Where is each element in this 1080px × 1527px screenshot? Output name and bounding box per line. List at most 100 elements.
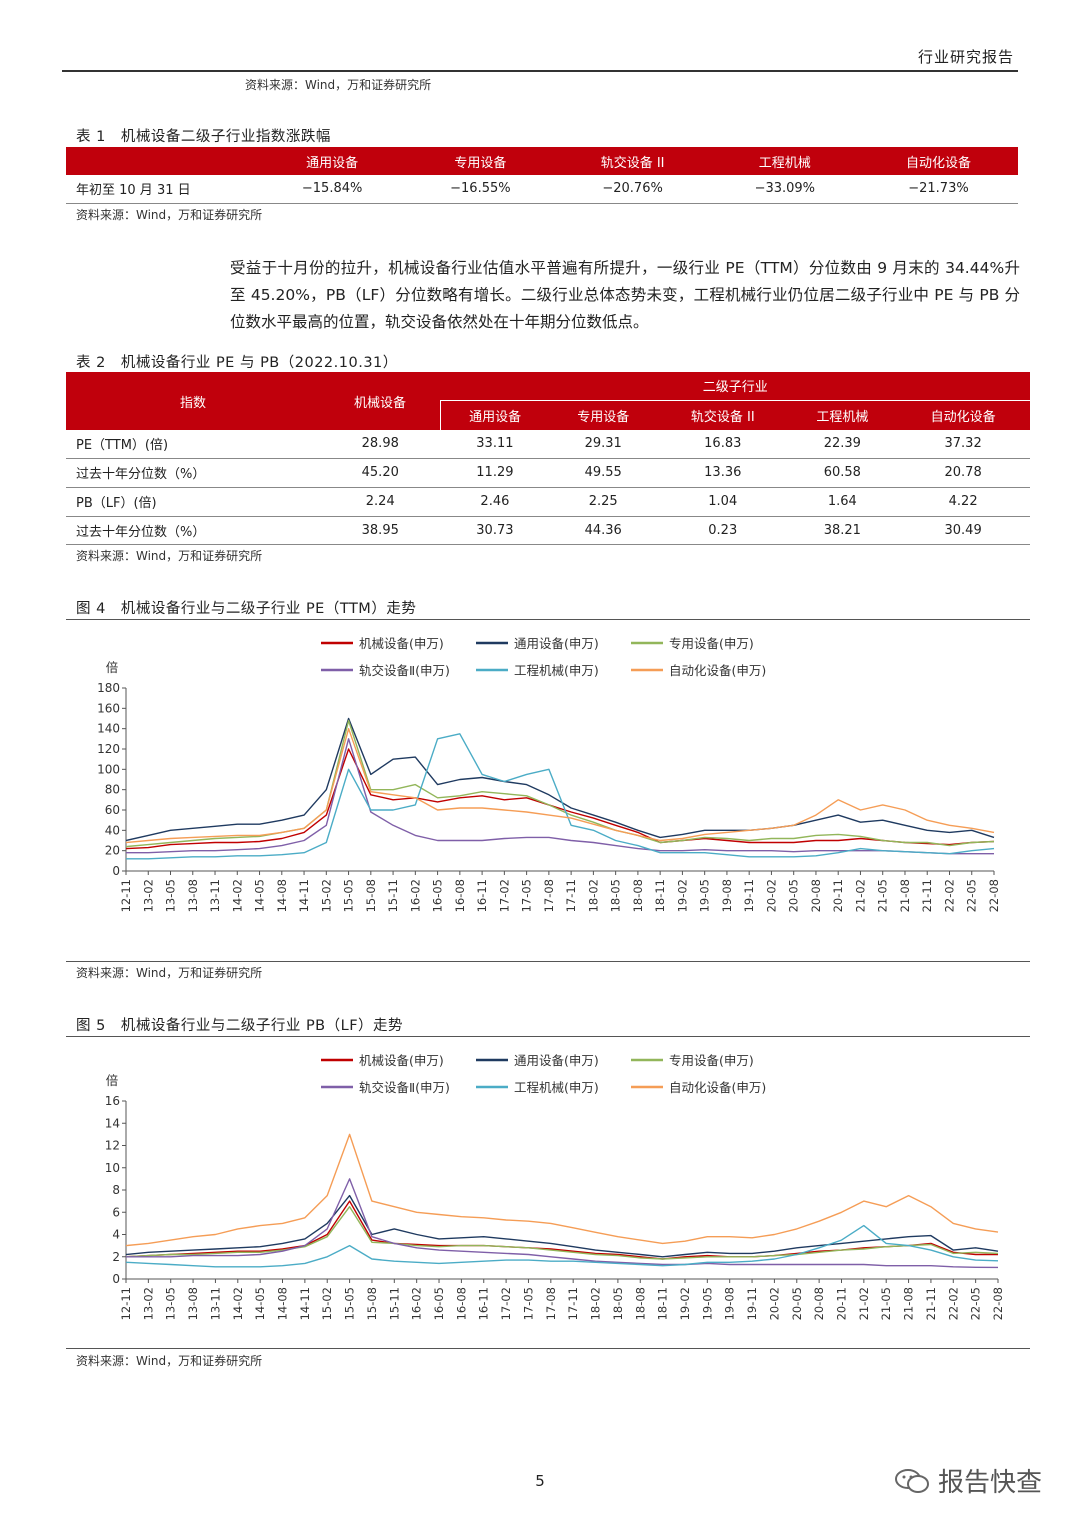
x-tick-label: 17-08: [542, 879, 556, 912]
table2-cell: 16.83: [657, 430, 789, 459]
x-tick-label: 14-11: [298, 1287, 312, 1320]
table2-cell: 13.36: [657, 458, 789, 488]
series-line: [125, 727, 995, 844]
x-tick-label: 16-02: [410, 1287, 424, 1320]
x-tick-label: 18-02: [586, 879, 600, 912]
table2-cell: 4.22: [896, 487, 1030, 517]
table2-row-label: 过去十年分位数（%）: [66, 516, 320, 545]
y-tick-label: 16: [105, 1094, 120, 1108]
x-tick-label: 22-05: [969, 1287, 983, 1320]
x-tick-label: 13-08: [186, 1287, 200, 1320]
y-tick-label: 180: [97, 681, 120, 695]
table2-cell: 45.20: [320, 458, 441, 488]
body-paragraph: 受益于十月份的拉升，机械设备行业估值水平普遍有所提升，一级行业 PE（TTM）分…: [230, 259, 1020, 331]
table-row: 年初至 10 月 31 日 −15.84% −16.55% −20.76% −3…: [66, 175, 1018, 204]
x-tick-label: 20-02: [764, 879, 778, 912]
table2-row-label: PB（LF）(倍): [66, 487, 320, 517]
table2-cell: 1.64: [788, 487, 897, 517]
table2-subheader-cell: 自动化设备: [896, 400, 1030, 430]
table2-cell: 22.39: [788, 430, 897, 459]
legend-label: 机械设备(申万): [359, 1053, 444, 1068]
x-tick-label: 13-02: [141, 1287, 155, 1320]
table2-cell: 30.73: [440, 516, 550, 545]
series-line: [125, 1194, 999, 1258]
legend-label: 自动化设备(申万): [669, 1080, 766, 1095]
x-tick-label: 17-02: [499, 1287, 513, 1320]
x-tick-label: 19-08: [720, 879, 734, 912]
series-line: [125, 1200, 998, 1260]
legend-label: 专用设备(申万): [669, 1053, 754, 1068]
x-tick-label: 21-08: [902, 1287, 916, 1320]
table2-cell: 2.24: [320, 487, 441, 517]
y-tick-label: 6: [112, 1205, 120, 1219]
table1-caption: 表 1 机械设备二级子行业指数涨跌幅: [76, 129, 331, 145]
series-line: [125, 748, 995, 850]
x-tick-label: 20-08: [809, 879, 823, 912]
x-tick-label: 15-02: [319, 879, 333, 912]
table2-subheader-cell: 专用设备: [549, 400, 658, 430]
x-tick-label: 17-02: [497, 879, 511, 912]
x-tick-label: 16-08: [453, 879, 467, 912]
x-tick-label: 16-02: [408, 879, 422, 912]
x-tick-label: 20-11: [834, 1287, 848, 1320]
x-tick-label: 18-02: [589, 1287, 603, 1320]
source-note-figure5: 资料来源：Wind，万和证券研究所: [76, 1354, 263, 1368]
x-tick-label: 21-02: [853, 879, 867, 912]
y-tick-label: 10: [105, 1161, 120, 1175]
table1-header-cell: 专用设备: [406, 147, 555, 175]
table1-header-cell: 工程机械: [710, 147, 859, 175]
legend-label: 轨交设备Ⅱ(申万): [359, 663, 450, 678]
x-tick-label: 19-02: [675, 879, 689, 912]
legend-label: 通用设备(申万): [514, 1053, 599, 1068]
page-number: 5: [535, 1472, 545, 1490]
x-tick-label: 17-11: [564, 879, 578, 912]
table1-cell: −21.73%: [858, 175, 1018, 204]
watermark-logo: 报告快查: [894, 1462, 1042, 1499]
table2-header-mech: 机械设备: [320, 372, 441, 430]
y-tick-label: 0: [112, 1272, 120, 1286]
x-tick-label: 15-05: [343, 1287, 357, 1320]
x-tick-label: 20-02: [767, 1287, 781, 1320]
figure4-bottom-rule: [66, 961, 1030, 962]
x-tick-label: 22-02: [942, 879, 956, 912]
legend-label: 专用设备(申万): [669, 636, 754, 651]
figure5-caption: 图 5 机械设备行业与二级子行业 PB（LF）走势: [76, 1018, 404, 1034]
x-tick-label: 12-11: [119, 1287, 133, 1320]
table2: 指数 机械设备 二级子行业 通用设备 专用设备 轨交设备 II 工程机械 自动化…: [66, 372, 1030, 545]
legend-label: 通用设备(申万): [514, 636, 599, 651]
table2-cell: 11.29: [440, 458, 550, 488]
table2-header-index: 指数: [66, 372, 320, 430]
x-tick-label: 21-08: [898, 879, 912, 912]
figure4-caption: 图 4 机械设备行业与二级子行业 PE（TTM）走势: [76, 601, 417, 617]
x-tick-label: 18-05: [611, 1287, 625, 1320]
x-tick-label: 19-05: [700, 1287, 714, 1320]
x-tick-label: 14-08: [275, 879, 289, 912]
table-row: PB（LF）(倍) 2.24 2.46 2.25 1.04 1.64 4.22: [66, 487, 1030, 517]
x-tick-label: 13-11: [208, 1287, 222, 1320]
x-tick-label: 15-08: [364, 879, 378, 912]
x-tick-label: 17-08: [544, 1287, 558, 1320]
table2-cell: 38.21: [788, 516, 897, 545]
series-line: [125, 1133, 999, 1247]
y-axis-label: 倍: [106, 1073, 119, 1088]
x-tick-label: 13-05: [164, 1287, 178, 1320]
series-line: [125, 1224, 999, 1268]
table2-cell: 29.31: [549, 430, 658, 459]
x-tick-label: 14-05: [253, 1287, 267, 1320]
table1-header-cell: 通用设备: [258, 147, 407, 175]
x-tick-label: 20-11: [831, 879, 845, 912]
table2-cell: 2.25: [549, 487, 658, 517]
table2-subheader-cell: 工程机械: [788, 400, 897, 430]
x-tick-label: 15-11: [386, 879, 400, 912]
x-tick-label: 19-02: [678, 1287, 692, 1320]
table2-cell: 0.23: [657, 516, 789, 545]
table2-subheader-cell: 通用设备: [440, 400, 550, 430]
table1-header-cell: [66, 147, 258, 175]
x-tick-label: 20-05: [790, 1287, 804, 1320]
x-tick-label: 16-05: [431, 879, 445, 912]
x-tick-label: 15-05: [342, 879, 356, 912]
x-tick-label: 21-05: [876, 879, 890, 912]
x-tick-label: 18-11: [653, 879, 667, 912]
y-tick-label: 80: [105, 783, 120, 797]
x-tick-label: 22-08: [991, 1287, 1005, 1320]
